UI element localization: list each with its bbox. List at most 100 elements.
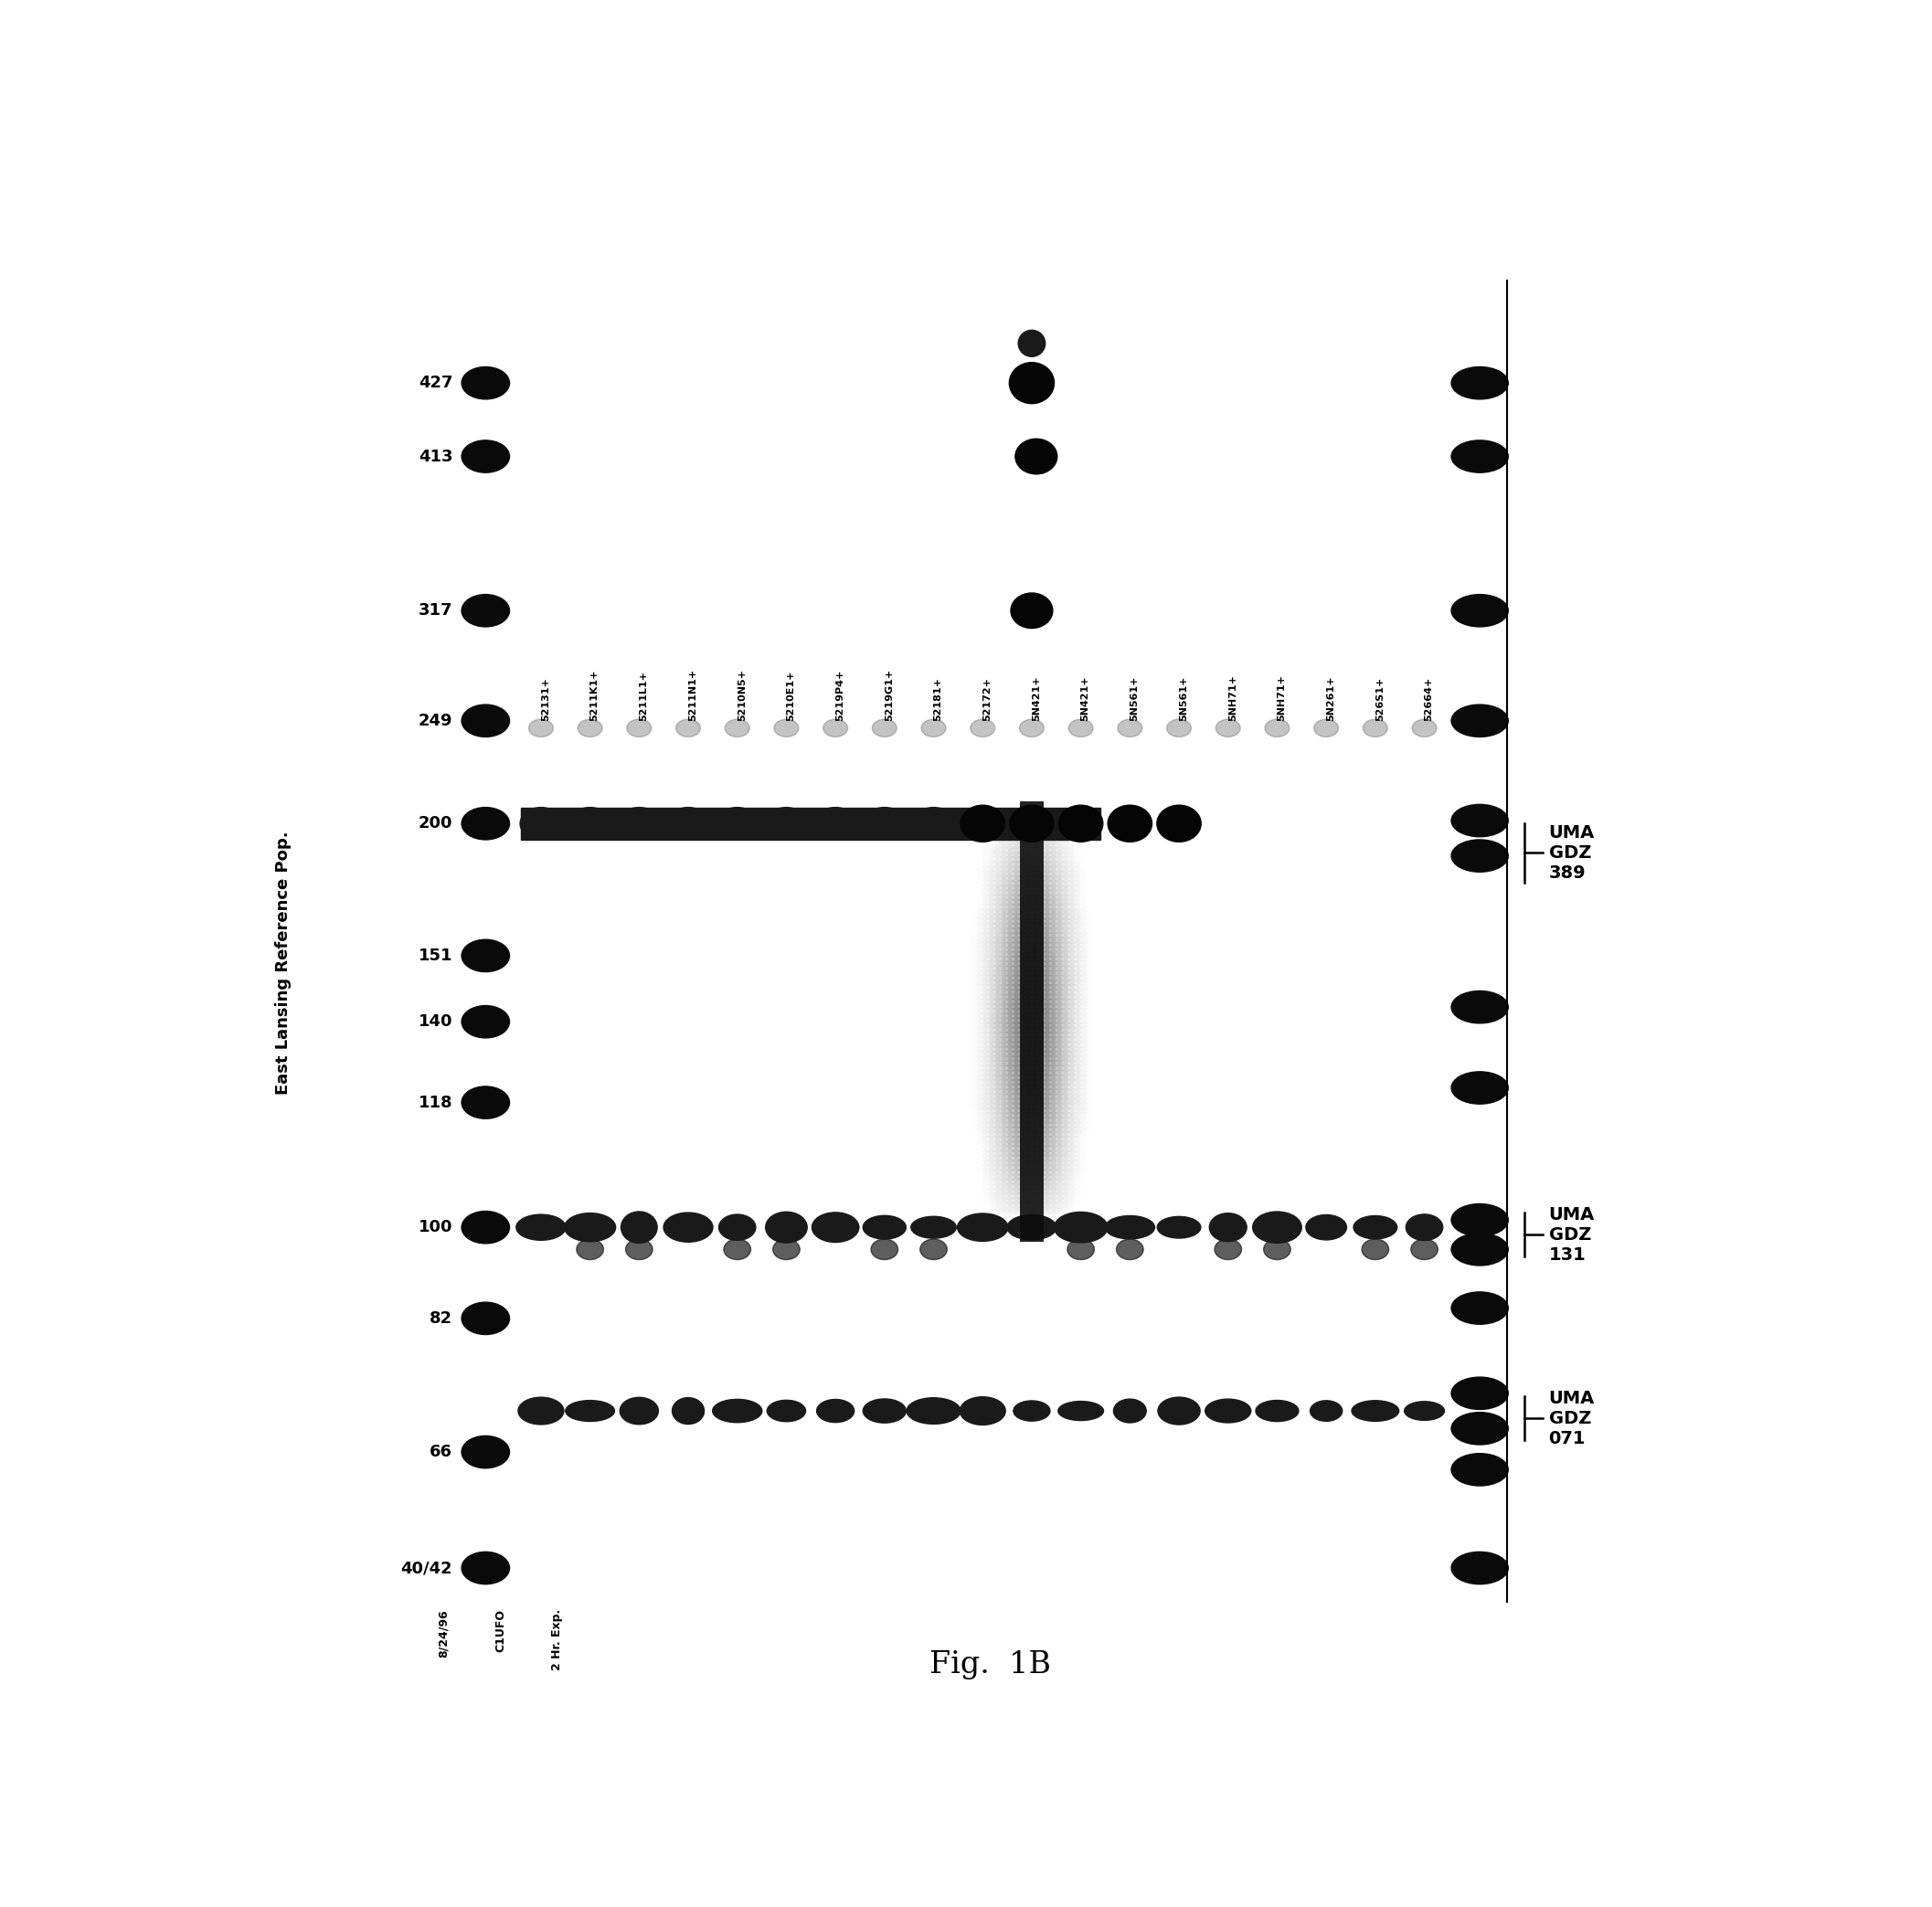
- Ellipse shape: [1051, 980, 1068, 992]
- Ellipse shape: [960, 805, 1005, 841]
- Ellipse shape: [1045, 1131, 1063, 1142]
- Ellipse shape: [1014, 894, 1032, 906]
- Ellipse shape: [1007, 1154, 1026, 1167]
- Ellipse shape: [1007, 870, 1026, 883]
- Ellipse shape: [1007, 984, 1026, 995]
- Ellipse shape: [1014, 1013, 1032, 1024]
- Ellipse shape: [1032, 1003, 1049, 1015]
- Ellipse shape: [1014, 1169, 1032, 1180]
- Ellipse shape: [1020, 885, 1037, 896]
- Ellipse shape: [1001, 1131, 1018, 1142]
- Text: 5211N1+: 5211N1+: [688, 669, 697, 721]
- Ellipse shape: [1020, 860, 1037, 873]
- Ellipse shape: [1001, 889, 1018, 900]
- Ellipse shape: [1051, 988, 1068, 1001]
- Ellipse shape: [1001, 1041, 1018, 1053]
- Ellipse shape: [1037, 894, 1057, 906]
- Ellipse shape: [1354, 1217, 1397, 1240]
- Ellipse shape: [1032, 974, 1049, 986]
- Ellipse shape: [1045, 885, 1063, 896]
- Ellipse shape: [1045, 1118, 1063, 1129]
- Ellipse shape: [1026, 1140, 1043, 1152]
- Ellipse shape: [1026, 1013, 1043, 1024]
- Ellipse shape: [1014, 974, 1032, 986]
- Ellipse shape: [1014, 942, 1032, 954]
- Ellipse shape: [1007, 1163, 1026, 1177]
- Ellipse shape: [1020, 1041, 1037, 1053]
- Ellipse shape: [1001, 1003, 1018, 1015]
- Ellipse shape: [1037, 1070, 1057, 1081]
- Ellipse shape: [1007, 923, 1026, 934]
- Text: 5211L1+: 5211L1+: [639, 671, 649, 721]
- Ellipse shape: [1014, 1108, 1032, 1119]
- Ellipse shape: [1037, 1102, 1057, 1114]
- Ellipse shape: [1014, 917, 1032, 929]
- Ellipse shape: [1026, 1060, 1043, 1072]
- Ellipse shape: [1020, 1098, 1037, 1110]
- Ellipse shape: [1026, 961, 1043, 973]
- Ellipse shape: [1045, 1060, 1063, 1072]
- Ellipse shape: [1032, 946, 1049, 957]
- Text: 200: 200: [419, 816, 452, 831]
- Ellipse shape: [626, 719, 651, 736]
- Ellipse shape: [1037, 997, 1057, 1011]
- Ellipse shape: [1037, 1041, 1057, 1053]
- Ellipse shape: [1020, 1064, 1037, 1076]
- Ellipse shape: [1032, 1055, 1049, 1066]
- Ellipse shape: [1032, 994, 1049, 1005]
- Ellipse shape: [1037, 1032, 1057, 1043]
- Ellipse shape: [1014, 866, 1032, 877]
- Ellipse shape: [1451, 1552, 1509, 1585]
- Ellipse shape: [1157, 1398, 1200, 1425]
- Ellipse shape: [1007, 1016, 1026, 1030]
- Ellipse shape: [1451, 805, 1509, 837]
- Text: 249: 249: [419, 713, 452, 728]
- Ellipse shape: [1007, 997, 1026, 1011]
- Ellipse shape: [995, 952, 1012, 963]
- Text: 5N261+: 5N261+: [1325, 675, 1335, 721]
- Text: 40/42: 40/42: [400, 1560, 452, 1577]
- Ellipse shape: [1051, 984, 1068, 995]
- Ellipse shape: [1045, 898, 1063, 910]
- Ellipse shape: [1007, 879, 1026, 891]
- Ellipse shape: [1001, 1051, 1018, 1062]
- Ellipse shape: [1014, 885, 1032, 896]
- Ellipse shape: [1007, 1041, 1026, 1053]
- Ellipse shape: [1059, 805, 1103, 841]
- Ellipse shape: [1020, 933, 1037, 944]
- Ellipse shape: [1014, 1163, 1032, 1177]
- Ellipse shape: [775, 719, 798, 736]
- Ellipse shape: [1037, 1154, 1057, 1167]
- Ellipse shape: [1037, 1159, 1057, 1171]
- Ellipse shape: [1020, 917, 1037, 929]
- Ellipse shape: [1001, 1127, 1018, 1138]
- Ellipse shape: [1001, 1093, 1018, 1104]
- Ellipse shape: [1007, 927, 1026, 938]
- Ellipse shape: [1007, 1108, 1026, 1119]
- Ellipse shape: [1007, 1118, 1026, 1129]
- Ellipse shape: [1045, 955, 1063, 967]
- Ellipse shape: [1037, 955, 1057, 967]
- Ellipse shape: [995, 1098, 1012, 1110]
- Ellipse shape: [1020, 851, 1037, 864]
- Ellipse shape: [1001, 971, 1018, 982]
- Ellipse shape: [1001, 942, 1018, 954]
- Ellipse shape: [1026, 1032, 1043, 1043]
- Ellipse shape: [1032, 1051, 1049, 1062]
- Ellipse shape: [1037, 1089, 1057, 1100]
- Ellipse shape: [676, 719, 701, 736]
- Text: 82: 82: [429, 1310, 452, 1327]
- Ellipse shape: [1026, 908, 1043, 919]
- Ellipse shape: [1014, 1118, 1032, 1129]
- Ellipse shape: [1014, 1022, 1032, 1034]
- Ellipse shape: [1451, 704, 1509, 736]
- Ellipse shape: [1014, 1079, 1032, 1091]
- Ellipse shape: [1051, 1098, 1068, 1110]
- Ellipse shape: [1026, 1118, 1043, 1129]
- Ellipse shape: [1045, 1083, 1063, 1095]
- Ellipse shape: [1037, 1060, 1057, 1072]
- Ellipse shape: [1032, 1022, 1049, 1034]
- Ellipse shape: [1037, 1150, 1057, 1161]
- Ellipse shape: [462, 807, 510, 839]
- Ellipse shape: [1051, 1045, 1068, 1056]
